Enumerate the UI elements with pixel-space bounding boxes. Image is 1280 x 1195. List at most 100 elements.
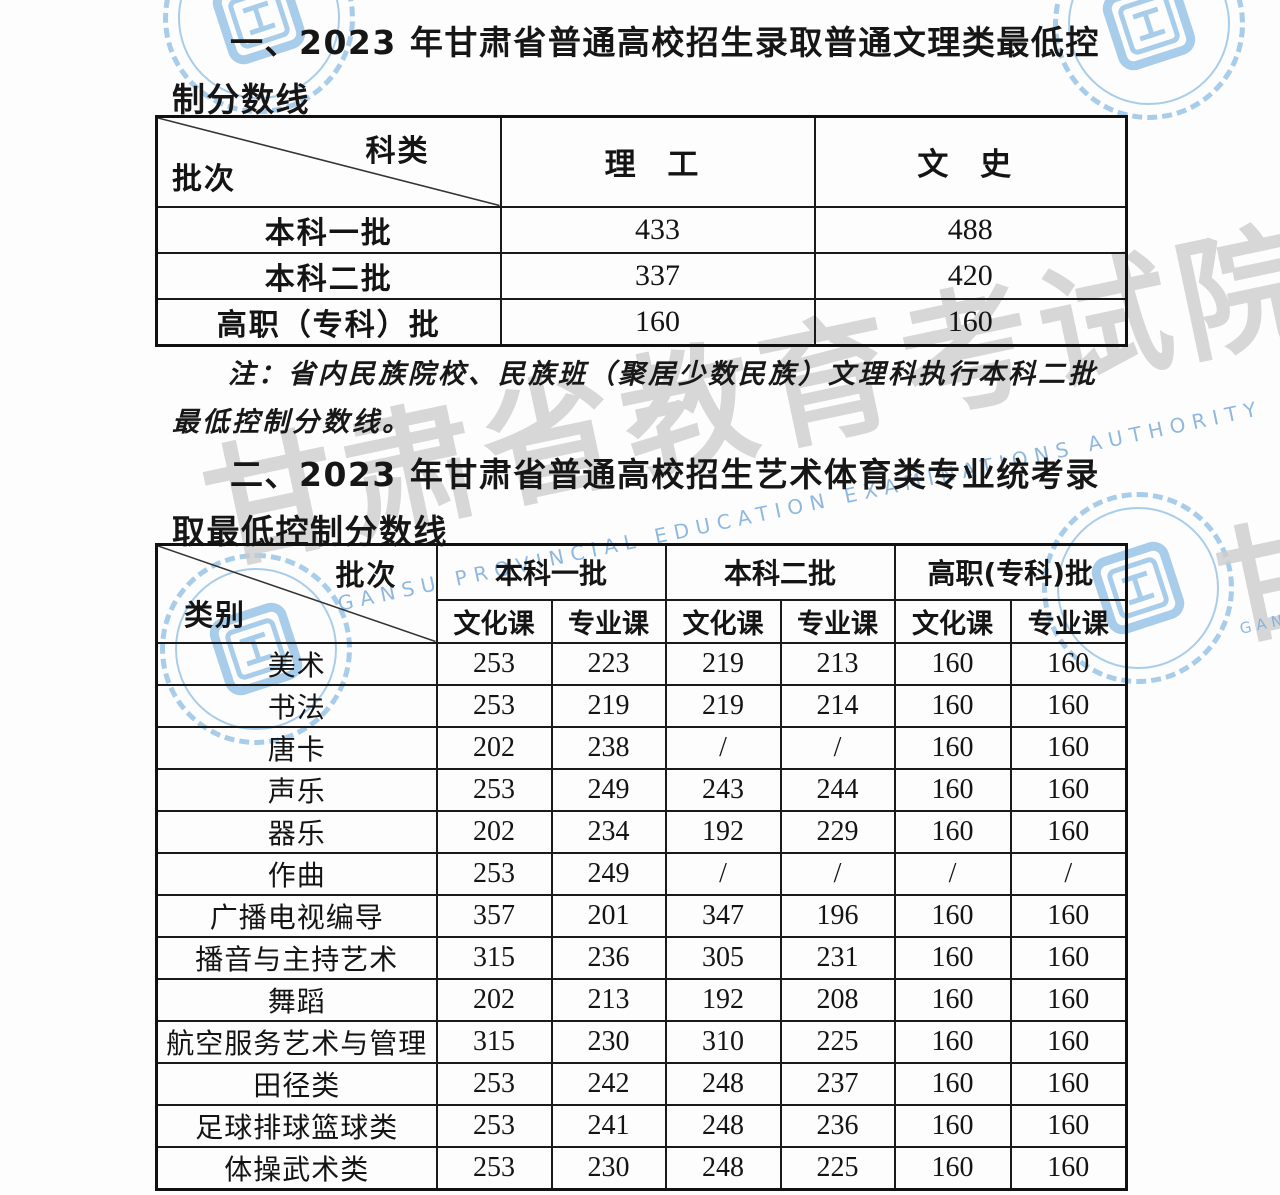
score-cell: 196	[779, 893, 896, 938]
table-row: 作曲 253 249 / / / /	[155, 851, 1128, 896]
score-cell: /	[779, 725, 896, 770]
category-cell: 航空服务艺术与管理	[155, 1019, 438, 1064]
score-cell: /	[779, 851, 896, 896]
score-cell: 160	[1009, 683, 1128, 728]
group-header-batch1: 本科一批	[435, 543, 667, 601]
table-row: 航空服务艺术与管理 315 230 310 225 160 160	[155, 1019, 1128, 1064]
score-cell: 214	[779, 683, 896, 728]
subcolumn-header-culture: 文化课	[893, 598, 1012, 644]
footnote-line2: 最低控制分数线。	[172, 407, 412, 437]
score-cell: 225	[779, 1145, 896, 1190]
category-cell: 田径类	[155, 1061, 438, 1106]
table-row: 书法 253 219 219 214 160 160	[155, 683, 1128, 728]
category-cell: 美术	[155, 641, 438, 686]
batch-cell: 高职（专科）批	[155, 297, 502, 346]
category-cell: 舞蹈	[155, 977, 438, 1022]
score-cell: 160	[893, 683, 1012, 728]
score-cell: 253	[435, 1145, 553, 1190]
subcolumn-header-major: 专业课	[779, 598, 896, 644]
official-seal-icon	[163, 0, 355, 114]
group-header-vocational: 高职(专科)批	[893, 543, 1128, 601]
table1-header-row: 科类 批次 理 工 文 史	[155, 115, 1128, 208]
official-seal-icon	[1053, 0, 1245, 120]
score-cell: 160	[893, 977, 1012, 1022]
table-row: 体操武术类 253 230 248 225 160 160	[155, 1145, 1128, 1190]
corner-label-category: 类别	[184, 597, 247, 632]
table-row: 高职（专科）批 160 160	[155, 297, 1128, 346]
score-cell: 488	[813, 205, 1128, 254]
table-row: 播音与主持艺术 315 236 305 231 160 160	[155, 935, 1128, 980]
score-cell: 337	[499, 251, 816, 300]
table-row: 足球排球篮球类 253 241 248 236 160 160	[155, 1103, 1128, 1148]
score-cell: 310	[664, 1019, 782, 1064]
score-cell: 160	[1009, 809, 1128, 854]
score-cell: 201	[550, 893, 667, 938]
category-cell: 作曲	[155, 851, 438, 896]
score-cell: 347	[664, 893, 782, 938]
category-cell: 声乐	[155, 767, 438, 812]
column-header-liberal-arts: 文 史	[813, 115, 1128, 208]
score-cell: 219	[664, 683, 782, 728]
score-cell: 305	[664, 935, 782, 980]
score-cell: 249	[550, 851, 667, 896]
score-cell: 253	[435, 683, 553, 728]
table2-corner-cell: 批次 类别	[155, 543, 438, 644]
score-cell: 160	[893, 1019, 1012, 1064]
score-cell: 160	[893, 1061, 1012, 1106]
score-cell: 231	[779, 935, 896, 980]
score-cell: 253	[435, 1103, 553, 1148]
score-cell: 202	[435, 977, 553, 1022]
table-row: 田径类 253 242 248 237 160 160	[155, 1061, 1128, 1106]
score-cell: 420	[813, 251, 1128, 300]
table-row: 器乐 202 234 192 229 160 160	[155, 809, 1128, 854]
score-cell: 160	[1009, 725, 1128, 770]
category-cell: 广播电视编导	[155, 893, 438, 938]
score-cell: 202	[435, 725, 553, 770]
score-cell: 225	[779, 1019, 896, 1064]
table-row: 声乐 253 249 243 244 160 160	[155, 767, 1128, 812]
score-cell: /	[893, 851, 1012, 896]
footnote-line1: 注：省内民族院校、民族班（聚居少数民族）文理科执行本科二批	[228, 359, 1098, 389]
section1-title: 一、2023 年甘肃省普通高校招生录取普通文理类最低控 制分数线	[172, 14, 1128, 128]
category-cell: 播音与主持艺术	[155, 935, 438, 980]
score-cell: /	[664, 851, 782, 896]
score-cell: 253	[435, 851, 553, 896]
score-cell: 160	[1009, 935, 1128, 980]
score-cell: 160	[893, 725, 1012, 770]
corner-label-batch: 批次	[172, 162, 236, 196]
batch-cell: 本科二批	[155, 251, 502, 300]
score-cell: 160	[1009, 893, 1128, 938]
score-cell: 160	[893, 893, 1012, 938]
score-cell: 213	[550, 977, 667, 1022]
score-cell: 223	[550, 641, 667, 686]
category-cell: 足球排球篮球类	[155, 1103, 438, 1148]
column-header-science: 理 工	[499, 115, 816, 208]
score-cell: 160	[893, 935, 1012, 980]
subcolumn-header-major: 专业课	[1009, 598, 1128, 644]
score-cell: 243	[664, 767, 782, 812]
subcolumn-header-culture: 文化课	[664, 598, 782, 644]
table-row: 本科一批 433 488	[155, 205, 1128, 254]
category-cell: 书法	[155, 683, 438, 728]
table2-header-row-groups: 批次 类别 本科一批 本科二批 高职(专科)批	[155, 543, 1128, 644]
score-cell: 160	[1009, 767, 1128, 812]
score-cell: 241	[550, 1103, 667, 1148]
score-table-general: 科类 批次 理 工 文 史 本科一批 433 488 本科二批 337 420 …	[155, 115, 1128, 347]
score-cell: 253	[435, 767, 553, 812]
score-cell: 213	[779, 641, 896, 686]
category-cell: 唐卡	[155, 725, 438, 770]
score-cell: 253	[435, 641, 553, 686]
score-cell: 160	[893, 1145, 1012, 1190]
section1-title-line1: 一、2023 年甘肃省普通高校招生录取普通文理类最低控	[230, 23, 1100, 62]
table-row: 舞蹈 202 213 192 208 160 160	[155, 977, 1128, 1022]
batch-cell: 本科一批	[155, 205, 502, 254]
score-cell: 248	[664, 1103, 782, 1148]
score-cell: 219	[550, 683, 667, 728]
score-cell: 219	[664, 641, 782, 686]
score-cell: /	[1009, 851, 1128, 896]
score-cell: 160	[893, 767, 1012, 812]
score-cell: 234	[550, 809, 667, 854]
subcolumn-header-culture: 文化课	[435, 598, 553, 644]
category-cell: 体操武术类	[155, 1145, 438, 1190]
score-cell: 208	[779, 977, 896, 1022]
